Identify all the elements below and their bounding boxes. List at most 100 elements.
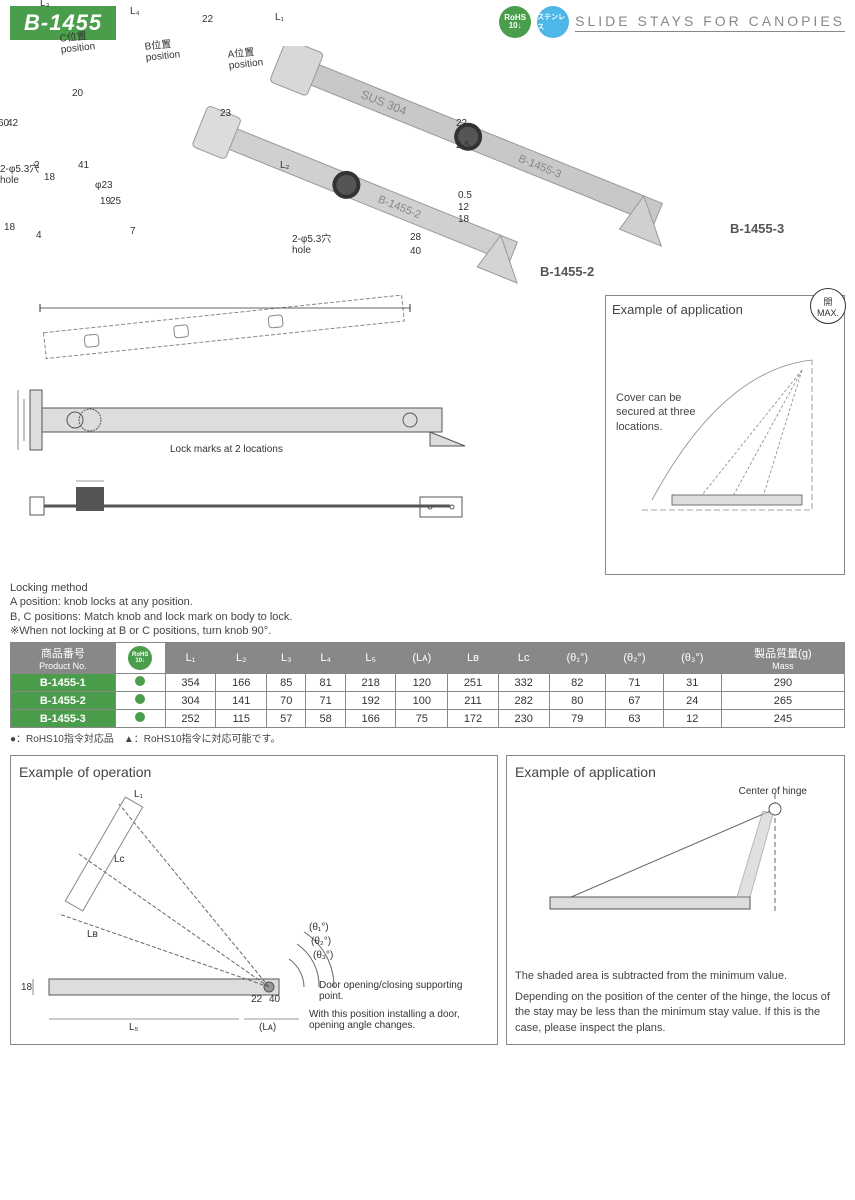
cell-t2: 71 bbox=[606, 674, 664, 692]
example-operation: Example of operation bbox=[10, 755, 498, 1045]
th-L3: L₃ bbox=[267, 643, 306, 674]
cell-product: B-1455-2 bbox=[11, 692, 116, 710]
cell-L4: 81 bbox=[306, 674, 345, 692]
cell-t3: 24 bbox=[663, 692, 721, 710]
product-photo-area: SUS 304 B-1455-3 B-1455-2 B-1455-2 B-145… bbox=[10, 46, 845, 291]
cell-L5: 192 bbox=[345, 692, 396, 710]
cell-L1: 252 bbox=[165, 710, 216, 728]
th-LC: Lᴄ bbox=[498, 643, 549, 674]
cell-t2: 67 bbox=[606, 692, 664, 710]
dim-L4: L₄ bbox=[130, 6, 140, 17]
th-rohs: RoHS10↓ bbox=[115, 643, 165, 674]
main-tech-drawing: Lock marks at 2 locations bbox=[10, 295, 597, 575]
cell-mass: 245 bbox=[721, 710, 844, 728]
hinge-label: Center of hinge bbox=[737, 786, 807, 797]
table-header-row: 商品番号Product No. RoHS10↓ L₁ L₂ L₃ L₄ L₅ (… bbox=[11, 643, 845, 674]
example-app2-title: Example of application bbox=[515, 764, 836, 780]
cell-mass: 290 bbox=[721, 674, 844, 692]
dim-25: 25 bbox=[110, 196, 121, 207]
app2-note1: The shaded area is subtracted from the m… bbox=[515, 969, 836, 984]
op-18: 18 bbox=[21, 982, 32, 993]
dim-41: 41 bbox=[78, 160, 89, 171]
locking-note: ※When not locking at B or C positions, t… bbox=[10, 624, 845, 638]
dim-22: 22 bbox=[202, 14, 213, 25]
dim-2: 2 bbox=[34, 160, 40, 171]
dim-L1: L₁ bbox=[275, 12, 284, 23]
cell-LB: 172 bbox=[448, 710, 499, 728]
locking-method-text: Locking method A position: knob locks at… bbox=[10, 581, 845, 638]
dim-phi23: φ23 bbox=[95, 180, 113, 191]
th-L4: L₄ bbox=[306, 643, 345, 674]
op-22: 22 bbox=[251, 994, 262, 1005]
app1-note: Cover can be secured at three locations. bbox=[616, 391, 706, 434]
locking-title: Locking method bbox=[10, 581, 845, 595]
cell-LA: 120 bbox=[396, 674, 448, 692]
dim-4: 4 bbox=[36, 230, 42, 241]
dim-18b: 18 bbox=[4, 222, 15, 233]
cell-t1: 82 bbox=[549, 674, 606, 692]
svg-text:Lock marks at 2 locations: Lock marks at 2 locations bbox=[170, 444, 283, 455]
photo-label-2: B-1455-2 bbox=[540, 264, 594, 279]
op-L1: L₁ bbox=[134, 789, 143, 800]
pos-B: B位置 position bbox=[144, 34, 181, 63]
cell-L2: 141 bbox=[216, 692, 267, 710]
th-L2: L₂ bbox=[216, 643, 267, 674]
photo-label-3: B-1455-3 bbox=[730, 221, 784, 236]
cell-L4: 58 bbox=[306, 710, 345, 728]
cell-L5: 218 bbox=[345, 674, 396, 692]
cell-L3: 70 bbox=[267, 692, 306, 710]
dim-7: 7 bbox=[130, 226, 136, 237]
cell-t3: 12 bbox=[663, 710, 721, 728]
op-L5: L₅ bbox=[129, 1022, 139, 1033]
rohs-badge-icon: RoHS 10↓ bbox=[499, 6, 531, 38]
dim-18a: 18 bbox=[44, 172, 55, 183]
cell-mass: 265 bbox=[721, 692, 844, 710]
example-app2-svg bbox=[515, 784, 815, 924]
dim-r22: 22 bbox=[456, 118, 467, 129]
locking-bc: B, C positions: Match knob and lock mark… bbox=[10, 610, 845, 624]
locking-a: A position: knob locks at any position. bbox=[10, 595, 845, 609]
op-LB: Lʙ bbox=[87, 929, 98, 940]
stainless-badge-icon: ステンレス bbox=[537, 6, 569, 38]
dim-18r: 18 bbox=[458, 214, 469, 225]
spec-table: 商品番号Product No. RoHS10↓ L₁ L₂ L₃ L₄ L₅ (… bbox=[10, 642, 845, 728]
table-row: B-1455-23041417071192100211282806724265 bbox=[11, 692, 845, 710]
table-row: B-1455-3252115575816675172230796312245 bbox=[11, 710, 845, 728]
cell-LC: 230 bbox=[498, 710, 549, 728]
cell-L2: 166 bbox=[216, 674, 267, 692]
dim-12: 12 bbox=[458, 202, 469, 213]
cell-LA: 75 bbox=[396, 710, 448, 728]
op-install: With this position installing a door, op… bbox=[309, 1009, 489, 1031]
cell-L3: 57 bbox=[267, 710, 306, 728]
cell-LA: 100 bbox=[396, 692, 448, 710]
th-LA: (Lᴀ) bbox=[396, 643, 448, 674]
op-support: Door opening/closing supporting point. bbox=[319, 980, 489, 1002]
cell-rohs bbox=[115, 710, 165, 728]
op-t2: (θ₂°) bbox=[311, 936, 331, 947]
dim-40: 40 bbox=[410, 246, 421, 257]
cell-LC: 332 bbox=[498, 674, 549, 692]
cell-LC: 282 bbox=[498, 692, 549, 710]
cell-LB: 251 bbox=[448, 674, 499, 692]
th-L5: L₅ bbox=[345, 643, 396, 674]
cell-L2: 115 bbox=[216, 710, 267, 728]
th-t1: (θ₁°) bbox=[549, 643, 606, 674]
th-LB: Lʙ bbox=[448, 643, 499, 674]
cell-t2: 63 bbox=[606, 710, 664, 728]
dim-L3: L₃ bbox=[40, 0, 50, 9]
op-t1: (θ₁°) bbox=[309, 922, 329, 933]
example-op-title: Example of operation bbox=[19, 764, 489, 780]
dim-20: 20 bbox=[72, 88, 83, 99]
hole-2: 2-φ5.3穴 hole bbox=[292, 230, 331, 256]
dim-L2: L₂ bbox=[280, 160, 289, 171]
op-LC: Lᴄ bbox=[114, 854, 125, 865]
op-40: 40 bbox=[269, 994, 280, 1005]
application-example-1: 開 MAX. Example of application Cover can … bbox=[605, 295, 845, 575]
cell-rohs bbox=[115, 674, 165, 692]
max-badge: 開 MAX. bbox=[810, 288, 846, 324]
op-t3: (θ₃°) bbox=[313, 950, 333, 961]
cell-product: B-1455-3 bbox=[11, 710, 116, 728]
cell-product: B-1455-1 bbox=[11, 674, 116, 692]
op-LA: (Lᴀ) bbox=[259, 1022, 276, 1033]
table-footnote: ●：RoHS10指令対応品 ▲：RoHS10指令に対応可能です。 bbox=[10, 730, 845, 745]
